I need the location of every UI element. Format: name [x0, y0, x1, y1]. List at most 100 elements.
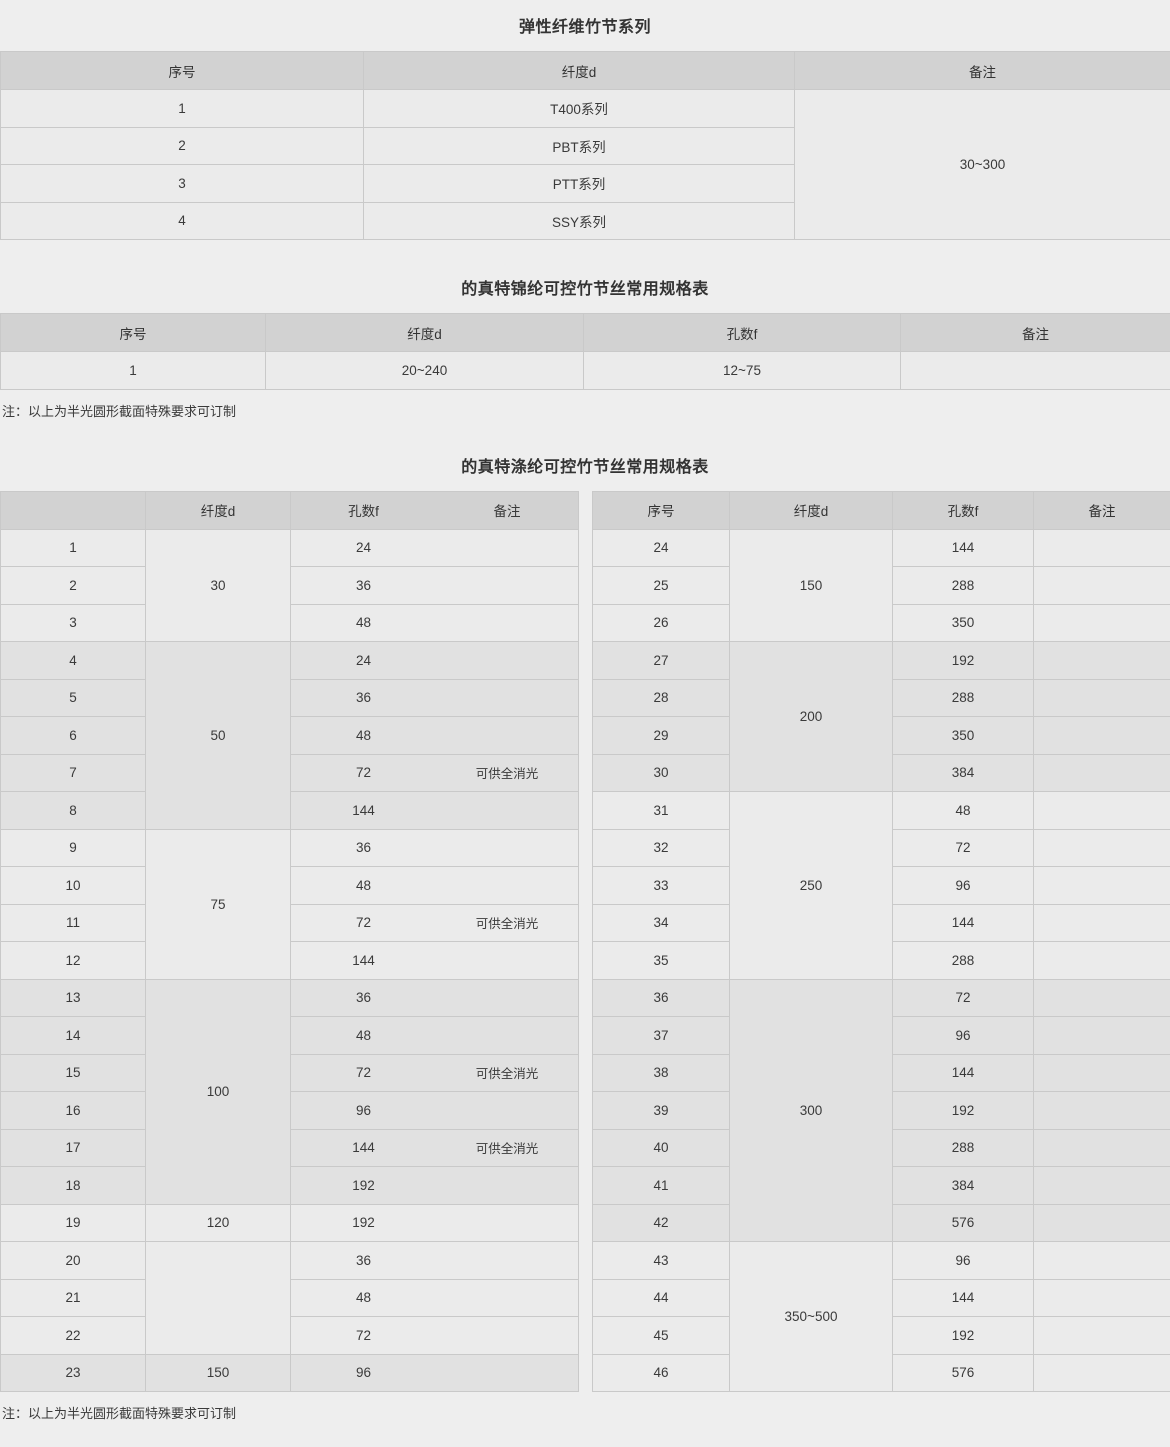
cell-holes: 192 [892, 1316, 1034, 1355]
section-title-elastic-fiber: 弹性纤维竹节系列 [518, 19, 651, 36]
cell-denier-group: 200 [729, 641, 893, 792]
table-row: 36 300 72 [592, 978, 1170, 1242]
cell-no: 2 [0, 126, 364, 165]
cell-holes: 350 [892, 716, 1034, 755]
cell-denier-group: 100 [145, 978, 291, 1205]
table-row: 9 75 36 [0, 828, 579, 980]
table-row: 40 288 [592, 1128, 1170, 1167]
cell-no: 9 [0, 828, 146, 867]
cell-holes: 96 [892, 1241, 1034, 1280]
cell-no: 44 [592, 1278, 730, 1317]
cell-remark [1033, 941, 1170, 980]
cell-no: 25 [592, 566, 730, 605]
cell-denier: T400系列 [363, 89, 795, 128]
cell-no: 20 [0, 1241, 146, 1280]
table-row: 6 48 [0, 716, 579, 755]
cell-remark [1033, 1353, 1170, 1392]
cell-no: 27 [592, 641, 730, 680]
cell-holes-remark: 96 [290, 1091, 579, 1130]
cell-no: 2 [0, 566, 146, 605]
cell-denier-group: 150 [145, 1353, 291, 1392]
table-row: 23 150 96 [0, 1353, 579, 1392]
cell-holes: 144 [892, 528, 1034, 567]
cell-holes-remark: 144 可供全消光 [290, 1128, 579, 1167]
table-row: 12 144 [0, 941, 579, 980]
table-header-row: 序号 纤度d 孔数f 备注 [592, 490, 1170, 530]
cell-holes: 576 [892, 1353, 1034, 1392]
cell-holes-remark: 48 [290, 603, 579, 642]
table-polyester-spec-left: 纤度d 孔数f 备注 1 30 24 2 36 3 48 4 50 24 5 36 6 48 7 72 可供全消… [0, 490, 579, 1393]
cell-remark [1033, 1203, 1170, 1242]
cell-remark [1033, 641, 1170, 680]
table-row: 1 30 24 [0, 528, 579, 642]
cell-no: 38 [592, 1053, 730, 1092]
cell-no: 7 [0, 753, 146, 792]
cell-remark [1033, 1016, 1170, 1055]
cell-no: 15 [0, 1053, 146, 1092]
cell-remark [1033, 1241, 1170, 1280]
cell-holes: 48 [355, 877, 372, 893]
cell-no: 10 [0, 866, 146, 905]
column-header-remark: 备注 [493, 504, 521, 519]
table-row: 4 SSY系列 [0, 201, 1170, 240]
cell-holes-remark: 48 [290, 1278, 579, 1317]
table-nylon-spec: 序号 纤度d 孔数f 备注 1 20~240 12~75 [0, 313, 1170, 390]
cell-remark [1033, 866, 1170, 905]
cell-holes: 72 [355, 765, 372, 781]
cell-holes-remark: 192 [290, 1166, 579, 1205]
cell-holes: 288 [892, 941, 1034, 980]
cell-no: 5 [0, 678, 146, 717]
cell-denier-group [145, 1241, 291, 1355]
cell-holes: 48 [892, 791, 1034, 830]
table-row: 45 192 [592, 1316, 1170, 1355]
table-row: 25 288 [592, 566, 1170, 605]
cell-holes: 350 [892, 603, 1034, 642]
cell-holes: 96 [892, 1016, 1034, 1055]
table-row: 32 72 [592, 828, 1170, 867]
cell-holes-remark: 192 [290, 1203, 579, 1242]
cell-holes: 144 [892, 903, 1034, 942]
table-row: 7 72 可供全消光 [0, 753, 579, 792]
cell-holes-remark: 36 [290, 978, 579, 1017]
cell-holes-remark: 36 [290, 678, 579, 717]
cell-holes: 48 [355, 727, 372, 743]
table-row: 46 576 [592, 1353, 1170, 1392]
cell-no: 21 [0, 1278, 146, 1317]
table-row: 2 36 [0, 566, 579, 605]
table-elastic-fiber-series: 序号 纤度d 备注 1 T400系列 30~300 2 PBT系列 3 PTT系列 4 SSY系… [0, 51, 1170, 240]
cell-denier-group: 150 [729, 528, 893, 642]
cell-no: 1 [0, 351, 266, 390]
cell-no: 3 [0, 164, 364, 203]
cell-holes: 288 [892, 1128, 1034, 1167]
cell-no: 12 [0, 941, 146, 980]
cell-holes-remark: 36 [290, 828, 579, 867]
cell-no: 43 [592, 1241, 730, 1280]
cell-holes-remark: 72 可供全消光 [290, 753, 579, 792]
table-row: 2 PBT系列 [0, 126, 1170, 165]
cell-no: 3 [0, 603, 146, 642]
cell-holes: 36 [355, 577, 372, 593]
section-title-polyester-spec: 的真特涤纶可控竹节丝常用规格表 [461, 458, 709, 476]
cell-holes: 72 [355, 915, 372, 931]
cell-no: 13 [0, 978, 146, 1017]
column-header-denier: 纤度d [729, 490, 893, 530]
cell-no: 23 [0, 1353, 146, 1392]
footnote-polyester: 注：以上为半光圆形截面特殊要求可订制 [2, 1406, 237, 1421]
table-row: 29 350 [592, 716, 1170, 755]
cell-no: 29 [592, 716, 730, 755]
cell-remark [1033, 678, 1170, 717]
cell-no: 42 [592, 1203, 730, 1242]
cell-remark [1033, 903, 1170, 942]
cell-holes: 36 [355, 690, 372, 706]
cell-no: 26 [592, 603, 730, 642]
column-header-remark: 备注 [1033, 490, 1170, 530]
cell-remark-merged: 30~300 [794, 89, 1170, 240]
column-header-holes: 孔数f [892, 490, 1034, 530]
cell-holes-remark: 48 [290, 716, 579, 755]
table-row: 16 96 [0, 1091, 579, 1130]
cell-holes-remark: 36 [290, 566, 579, 605]
cell-holes: 36 [355, 1252, 372, 1268]
column-header-no: 序号 [0, 313, 266, 352]
cell-no: 16 [0, 1091, 146, 1130]
